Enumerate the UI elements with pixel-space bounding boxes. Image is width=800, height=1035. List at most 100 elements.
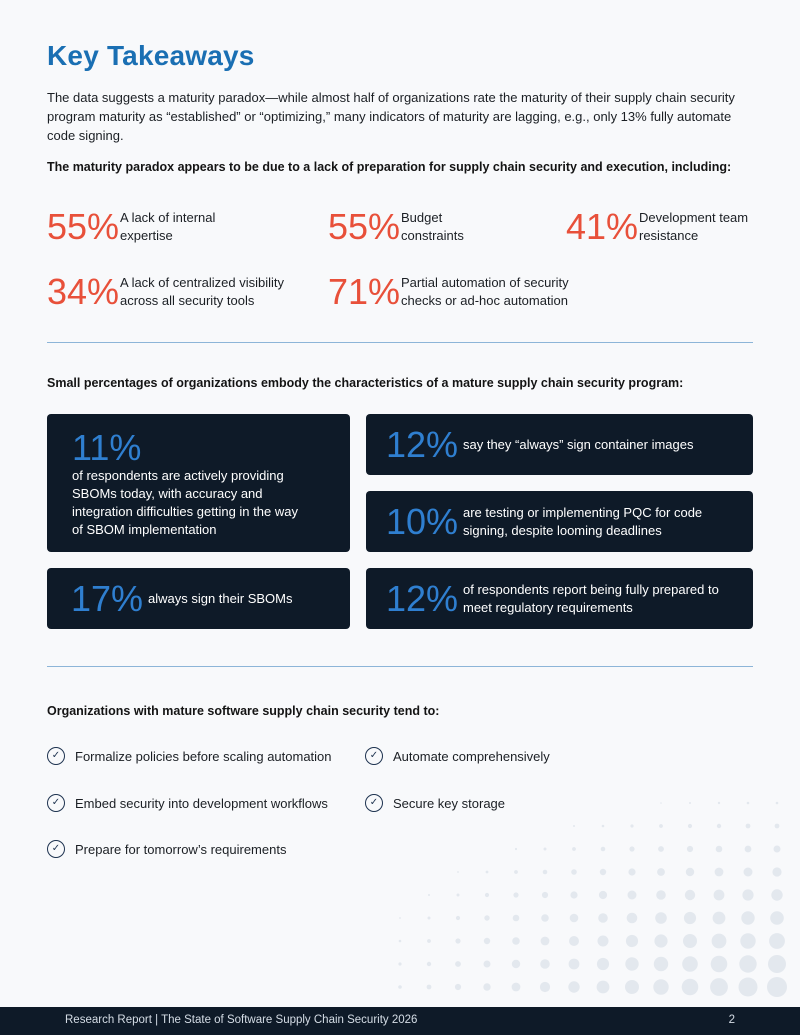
decor-dot [772, 867, 782, 877]
decor-dot [512, 937, 520, 945]
decor-dot [711, 933, 727, 949]
checklist-item: ✓ Embed security into development workfl… [47, 794, 328, 812]
decor-dot [484, 892, 490, 898]
decor-dot [597, 935, 609, 947]
decor-dot [540, 936, 550, 946]
decor-dot [541, 891, 549, 899]
decor-dot [716, 823, 722, 829]
decor-dot [657, 868, 665, 876]
footer-text: Research Report | The State of Software … [65, 1014, 418, 1026]
stat-label: Partial automation of security checks or… [401, 275, 569, 308]
decor-dot [483, 937, 491, 945]
section2-heading: Small percentages of organizations embod… [47, 376, 684, 390]
checklist-label: Automate comprehensively [393, 748, 550, 764]
stat-percent: 71% [328, 271, 401, 312]
card-percent: 17% [71, 577, 144, 619]
decor-dot [455, 938, 461, 944]
decor-dot [741, 911, 755, 925]
checklist-label: Prepare for tomorrow’s requirements [75, 841, 287, 857]
divider [47, 666, 753, 667]
decor-dot [683, 911, 697, 925]
decor-dot [426, 984, 432, 990]
decor-dot [427, 916, 431, 920]
decor-dot [455, 915, 461, 921]
decor-dot [398, 962, 402, 966]
decor-dot [484, 915, 490, 921]
stat-label: A lack of internal expertise [120, 210, 216, 243]
check-circle-icon: ✓ [47, 747, 65, 765]
checklist-item: ✓ Automate comprehensively [365, 747, 550, 765]
checklist-label: Embed security into development workflow… [75, 795, 328, 811]
decor-dot [712, 911, 726, 925]
stat-label: A lack of centralized visibility across … [120, 275, 285, 308]
decor-dot [569, 936, 579, 946]
decor-dot [455, 961, 461, 967]
divider [47, 342, 753, 343]
decor-dot [658, 846, 664, 852]
decor-dot [625, 980, 639, 994]
decor-dot [682, 956, 698, 972]
card-text: say they “always” sign container images [463, 436, 694, 452]
decor-dot [628, 868, 636, 876]
stat-label: Budget constraints [401, 210, 464, 243]
card-text: of respondents are actively providing SB… [72, 468, 298, 537]
decor-dot [625, 934, 639, 948]
decor-dot [570, 891, 578, 899]
decor-dot [485, 870, 489, 874]
decor-dot [739, 955, 757, 973]
decor-dot [653, 979, 669, 995]
decor-dot [456, 893, 460, 897]
decor-dot [427, 939, 431, 943]
decor-dot [511, 982, 521, 992]
decor-dot [598, 890, 608, 900]
decor-dot [659, 824, 663, 828]
checklist-item: ✓ Formalize policies before scaling auto… [47, 747, 332, 765]
decor-dot [454, 983, 462, 991]
stat-percent: 41% [566, 206, 639, 247]
decor-dot [710, 955, 728, 973]
decor-dot [573, 825, 575, 827]
decor-dot [738, 977, 758, 997]
card-text: are testing or implementing PQC for code… [463, 504, 703, 538]
decor-dot [569, 913, 579, 923]
decor-dot [428, 894, 430, 896]
decor-dot [745, 823, 751, 829]
decor-dot [713, 889, 725, 901]
card-percent: 12% [386, 577, 459, 619]
decor-dot [768, 955, 786, 973]
decor-dot [717, 801, 721, 805]
decor-dot [714, 867, 724, 877]
stat-card: 12% say they “always” sign container ima… [366, 414, 753, 475]
decor-dot [774, 823, 780, 829]
stat-percent: 55% [47, 206, 120, 247]
decor-dot [683, 934, 697, 948]
decor-dot [596, 980, 610, 994]
decor-dot [572, 847, 576, 851]
stat-percent: 34% [47, 271, 120, 312]
decor-dot [743, 867, 753, 877]
decor-dot [543, 847, 547, 851]
checklist-label: Secure key storage [393, 795, 506, 811]
decor-dot [625, 957, 639, 971]
decor-dot [710, 978, 728, 996]
section1-heading: The maturity paradox appears to be due t… [47, 160, 732, 174]
checklist-item: ✓ Prepare for tomorrow’s requirements [47, 840, 286, 858]
decor-dot [512, 914, 520, 922]
decor-dot [653, 956, 669, 972]
decor-dot [655, 912, 667, 924]
decor-dot [656, 890, 666, 900]
decor-dot [568, 958, 580, 970]
decor-dot [596, 957, 610, 971]
decor-dot [660, 802, 662, 804]
decor-dot [571, 869, 577, 875]
page-number: 2 [728, 1014, 735, 1026]
decor-dot [654, 934, 668, 948]
decor-dot [540, 959, 550, 969]
decor-dot [568, 981, 580, 993]
decor-dot [775, 801, 779, 805]
checklist-label: Formalize policies before scaling automa… [75, 748, 332, 764]
card-percent: 12% [386, 423, 459, 465]
decor-dot [773, 845, 781, 853]
decor-dot [514, 847, 518, 851]
decor-dot [767, 977, 787, 997]
